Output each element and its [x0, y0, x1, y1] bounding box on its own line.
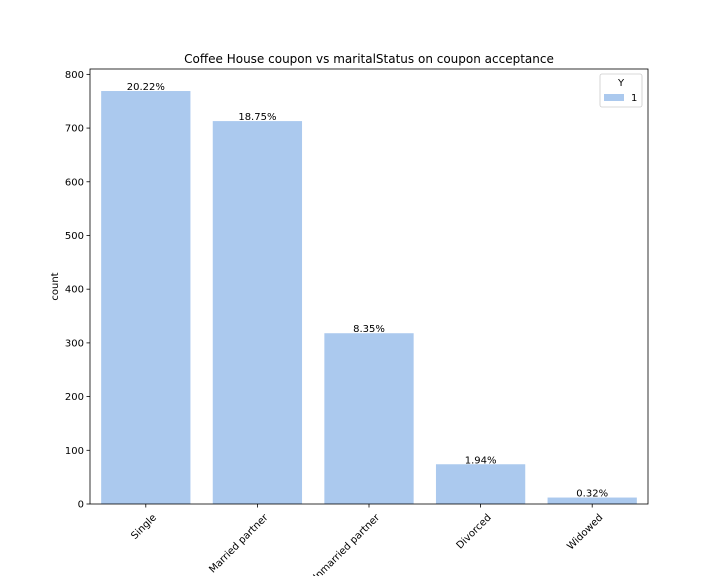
y-tick-label: 600 [65, 177, 84, 188]
y-tick-label: 500 [65, 231, 84, 242]
plot-frame [89, 68, 649, 505]
y-tick-label: 800 [65, 70, 84, 81]
x-tick-label: Married partner [207, 512, 271, 576]
y-tick-label: 400 [65, 285, 84, 296]
x-axis: Single Married partner Unmarried partner Di… [129, 504, 605, 580]
y-tick-label: 700 [65, 124, 84, 135]
bar-value-label: 0.32% [576, 489, 608, 500]
legend: Y 1 [599, 73, 643, 108]
x-tick-label: Divorced [455, 512, 494, 551]
legend-label: 1 [631, 93, 637, 104]
bar [435, 464, 526, 504]
y-tick-label: 0 [78, 500, 84, 511]
bar-value-label: 20.22% [127, 82, 165, 93]
bar [212, 121, 303, 504]
y-tick-label: 300 [65, 338, 84, 349]
y-tick-label: 200 [65, 392, 84, 403]
bars-layer [101, 91, 637, 504]
bar [324, 333, 414, 504]
bar-labels-layer: 20.22% 18.75% 8.35% 1.94% 0.32% [127, 82, 608, 500]
bar-value-label: 8.35% [353, 324, 385, 335]
x-tick-label: Single [129, 512, 159, 542]
chart-title: Coffee House coupon vs maritalStatus on … [184, 52, 554, 66]
bar [101, 91, 191, 504]
y-tick-label: 100 [65, 446, 84, 457]
bar [547, 497, 637, 504]
x-tick-label: Widowed [565, 512, 605, 552]
bar-value-label: 18.75% [238, 112, 276, 123]
legend-swatch [604, 94, 624, 101]
y-axis: 0 100 200 300 400 500 600 700 800 [65, 70, 90, 511]
legend-title: Y [617, 78, 625, 89]
x-tick-label: Unmarried partner [308, 512, 382, 576]
bar-value-label: 1.94% [465, 455, 497, 466]
y-axis-label: count [50, 272, 61, 300]
